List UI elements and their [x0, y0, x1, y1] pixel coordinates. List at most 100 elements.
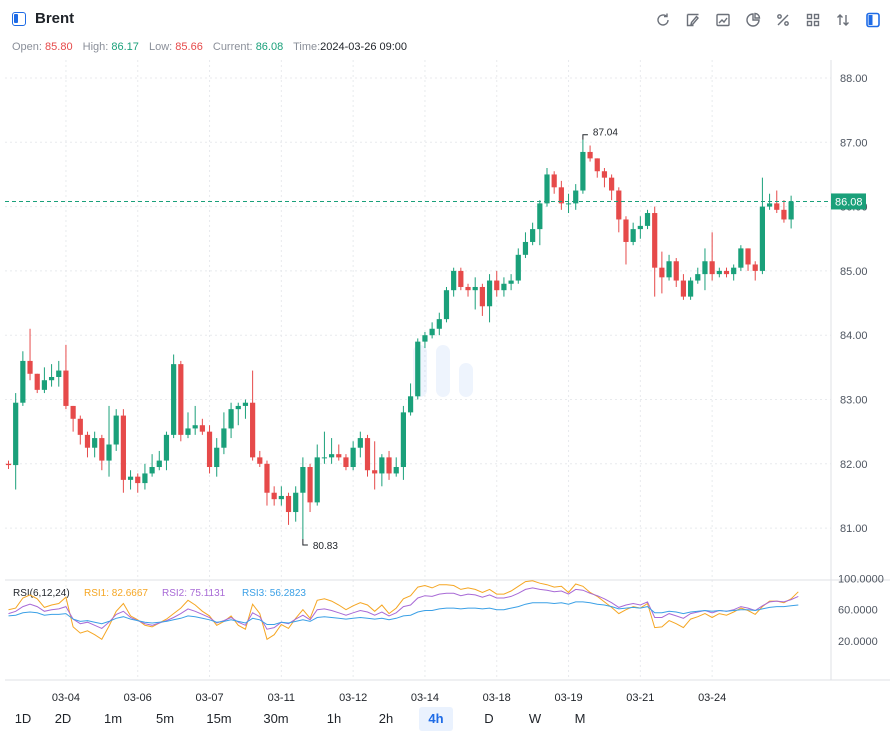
candle-body	[214, 447, 220, 468]
candle	[364, 434, 371, 477]
toolbar	[648, 10, 888, 30]
candle-body	[479, 286, 485, 307]
candle	[781, 200, 787, 223]
candle-body	[113, 415, 119, 445]
layout-grid-icon[interactable]	[798, 10, 828, 30]
candle-body	[300, 467, 306, 493]
compare-icon[interactable]	[828, 10, 858, 30]
candle-body	[171, 364, 177, 435]
candle	[135, 473, 141, 493]
open-value: 85.80	[45, 41, 73, 53]
candle	[77, 415, 83, 445]
candle	[587, 145, 593, 162]
draw-tool-icon[interactable]	[678, 10, 708, 30]
candle	[314, 444, 320, 506]
top-bar: Brent	[0, 0, 896, 38]
candle-body	[688, 280, 694, 297]
timeframe-2h[interactable]: 2h	[378, 711, 394, 726]
current-price-tag	[831, 193, 866, 210]
candle	[321, 431, 328, 464]
price-tick-label: 88.00	[840, 73, 868, 85]
candlestick-chart[interactable]: 88.0087.0086.0085.0084.0083.0082.0081.00…	[0, 60, 896, 704]
candle	[41, 367, 47, 394]
candle	[530, 222, 536, 246]
candle	[486, 274, 493, 323]
candle-body	[264, 463, 270, 493]
candle-body	[163, 434, 170, 461]
candle	[156, 450, 162, 471]
refresh-icon[interactable]	[648, 10, 678, 30]
percent-icon[interactable]	[768, 10, 798, 30]
timeframe-bar: 1D 2D 1m 5m 15m 30m 1h 2h 4h D W M	[8, 707, 615, 731]
sidebar-toggle-icon[interactable]	[12, 12, 26, 26]
candle	[479, 283, 485, 316]
timeframe-4h[interactable]: 4h	[419, 707, 453, 731]
candle-body	[623, 219, 629, 242]
candle-body	[92, 438, 98, 448]
candle	[558, 180, 564, 210]
candle-body	[41, 380, 47, 390]
candle	[680, 274, 687, 300]
candle	[716, 267, 722, 278]
current-price-label: 86.08	[835, 196, 863, 208]
panel-toggle-icon[interactable]	[858, 10, 888, 30]
candle-body	[185, 428, 191, 435]
candle-body	[494, 280, 500, 291]
candle-body	[156, 460, 162, 468]
timeframe-w[interactable]: W	[528, 711, 542, 726]
candle-body	[350, 447, 356, 468]
candle	[250, 370, 256, 461]
candle-body	[307, 467, 313, 503]
candle	[544, 168, 550, 207]
timeframe-5m[interactable]: 5m	[155, 711, 175, 726]
candle-body	[321, 457, 328, 459]
candle	[56, 360, 62, 387]
candle	[609, 174, 615, 201]
candle	[616, 187, 622, 233]
candle	[221, 412, 227, 455]
chart-type-icon[interactable]	[708, 10, 738, 30]
candle	[336, 444, 342, 461]
candle	[13, 393, 19, 490]
candle-body	[609, 177, 615, 191]
candle-body	[537, 203, 543, 230]
indicator-pie-icon[interactable]	[738, 10, 768, 30]
candle	[666, 254, 672, 281]
candle	[573, 184, 579, 210]
timeframe-1m[interactable]: 1m	[103, 711, 123, 726]
candle-body	[271, 492, 277, 500]
candle-body	[630, 229, 636, 242]
candle-body	[357, 438, 363, 448]
candle-body	[364, 438, 371, 471]
candle	[142, 463, 148, 490]
candle	[494, 270, 500, 297]
candle-body	[5, 463, 12, 466]
candle-body	[257, 457, 263, 464]
timeframe-1d[interactable]: 1D	[14, 711, 32, 726]
candle-body	[774, 203, 780, 210]
candle	[458, 267, 464, 291]
candle	[688, 277, 694, 300]
time-tick-label: 03-11	[268, 692, 295, 704]
candle	[745, 248, 751, 271]
candle	[20, 351, 26, 406]
watermark-bar	[459, 363, 473, 397]
timeframe-15m[interactable]: 15m	[206, 711, 232, 726]
candle-body	[127, 476, 134, 480]
candle	[565, 193, 572, 214]
timeframe-30m[interactable]: 30m	[263, 711, 289, 726]
timeframe-d[interactable]: D	[484, 711, 494, 726]
candle	[472, 277, 478, 310]
candle-body	[393, 467, 399, 474]
timeframe-1h[interactable]: 1h	[326, 711, 342, 726]
candle-body	[56, 370, 62, 377]
candle-body	[314, 457, 320, 503]
timeframe-2d[interactable]: 2D	[54, 711, 72, 726]
candle	[637, 216, 643, 239]
max-marker	[582, 134, 588, 140]
timeframe-m[interactable]: M	[574, 711, 586, 726]
candle-body	[20, 360, 26, 403]
candle-body	[544, 174, 550, 204]
candle-body	[242, 402, 249, 406]
symbol-title: Brent	[35, 10, 75, 27]
